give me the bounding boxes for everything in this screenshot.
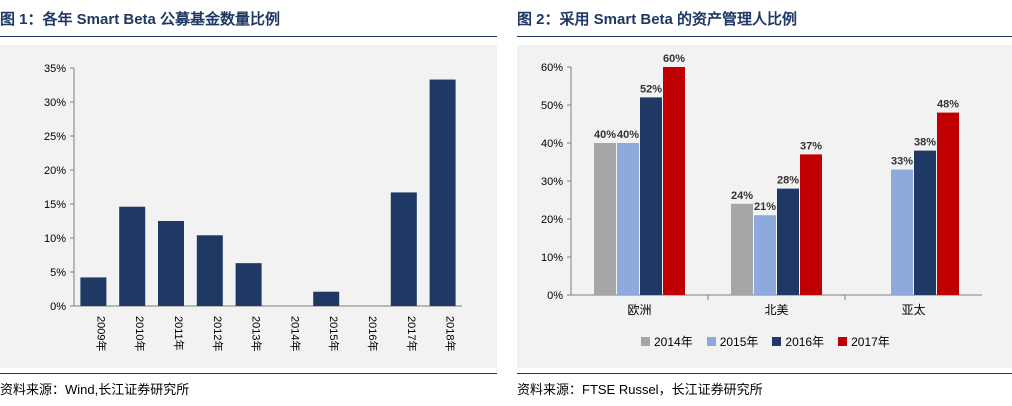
chart-2-bar [937,112,959,295]
chart-1-y-tick-label: 35% [44,63,66,75]
chart-1-y-tick-label: 20% [44,165,66,177]
chart-1-top-rule [0,36,497,37]
chart-1-y-tick-label: 30% [44,97,66,109]
chart-2-legend-item: 2016年 [772,333,824,350]
chart-2-bar [754,215,776,295]
chart-1-y-tick-label: 25% [44,131,66,143]
chart-2-title: 图 2：采用 Smart Beta 的资产管理人比例 [517,11,798,28]
chart-2-data-label: 38% [914,137,936,149]
chart-2-legend-swatch [641,337,650,346]
chart-2-bar [891,169,913,295]
chart-2-bar [800,154,822,295]
chart-2-svg: 0%10%20%30%40%50%60%40% 40%52%60%欧洲24%21%… [541,53,982,317]
chart-2-y-tick-label: 10% [541,252,563,264]
chart-2-legend-item: 2017年 [838,333,890,350]
chart-2-y-tick-label: 30% [541,176,563,188]
chart-2-data-label: 52% [640,83,662,95]
chart-2-source: 资料来源：FTSE Russel，长江证券研究所 [517,382,763,397]
chart-2-y-tick-label: 0% [547,290,563,302]
chart-2-data-label: 40% [617,129,639,141]
chart-2-legend: 2014年 2015年 2016年 2017年 [641,333,890,350]
chart-2-legend-swatch [772,337,782,346]
chart-2-data-label: 40% [594,129,616,141]
chart-2-bar [777,188,799,295]
chart-1-svg: 0% 5% 10% 15% 20% 25% 30% 35% 2009年 2010年 2011年 201… [44,63,462,351]
chart-2-top-rule [517,36,1012,37]
chart-1-bar [313,291,340,306]
chart-1-y-tick-label: 15% [44,199,66,211]
chart-2-legend-label: 2017年 [851,335,890,349]
chart-2-data-label: 21% [754,201,776,213]
chart-2-bar [731,203,753,295]
chart-2-bar [594,143,616,295]
chart-1-x-tick-label: 2018年 [444,316,458,351]
chart-1-bar [158,221,184,306]
chart-2-data-label: 33% [891,156,913,168]
chart-1-bar [429,79,456,306]
chart-2-legend-swatch [706,337,716,346]
chart-2-y-tick-label: 50% [541,100,563,112]
chart-2-bar [640,97,662,296]
chart-1-title: 图 1：各年 Smart Beta 公募基金数量比例 [0,11,281,28]
chart-2-bar [617,143,639,295]
panel-left: 图 1：各年 Smart Beta 公募基金数量比例 0% 5% 10% 15% 20%… [0,0,497,406]
chart-2-data-label: 24% [731,190,753,202]
chart-1-x-tick-label: 2013年 [250,316,264,351]
chart-1-y-tick-label: 10% [44,233,66,245]
chart-1-x-tick-label: 2016年 [366,316,380,351]
chart-1-x-tick-label: 2009年 [94,316,108,351]
chart-2-x-tick-label: 欧洲 [627,303,651,317]
chart-1-bottom-rule [0,373,497,374]
chart-2-y-tick-label: 20% [541,214,563,226]
chart-2-y-tick-label: 40% [541,138,563,150]
chart-1-x-tick-label: 2012年 [211,316,225,351]
chart-2-y-tick-label: 60% [541,62,563,74]
chart-2-x-tick-label: 亚太 [901,302,925,317]
chart-2-legend-item: 2014年 [641,333,693,350]
chart-2-bottom-rule [517,373,1012,374]
chart-2-data-label: 48% [937,99,959,111]
chart-2-legend-label: 2015年 [719,335,759,349]
chart-2-legend-swatch [838,337,848,346]
chart-1-y-tick-label: 0% [50,301,66,313]
chart-2-data-label: 28% [777,175,799,187]
chart-2-legend-item: 2015年 [706,333,759,350]
chart-1-x-tick-label: 2011年 [172,316,186,351]
chart-1-y-tick-label: 5% [50,267,66,279]
chart-2-bar [914,150,936,295]
chart-1-bar [80,277,107,306]
chart-2-bar [663,67,685,295]
chart-1-bar [119,206,146,306]
chart-1-bar [196,235,223,306]
chart-2-legend-label: 2016年 [785,335,825,349]
panel-right: 图 2：采用 Smart Beta 的资产管理人比例 0% 10% 20% 30% 40… [517,0,1012,406]
chart-1-x-tick-label: 2017年 [405,316,419,351]
chart-1-x-tick-label: 2010年 [133,316,147,351]
chart-1-bar [390,192,417,306]
chart-1-x-tick-label: 2014年 [288,316,302,351]
chart-1-source: 资料来源：Wind,长江证券研究所 [0,382,190,397]
chart-1-bar [235,263,262,306]
chart-2-data-label: 37% [800,140,822,152]
chart-2-x-tick-label: 北美 [764,303,788,317]
chart-2-legend-label: 2014年 [654,335,693,349]
chart-2-data-label: 60% [663,53,685,65]
chart-1-x-tick-label: 2015年 [327,316,341,351]
